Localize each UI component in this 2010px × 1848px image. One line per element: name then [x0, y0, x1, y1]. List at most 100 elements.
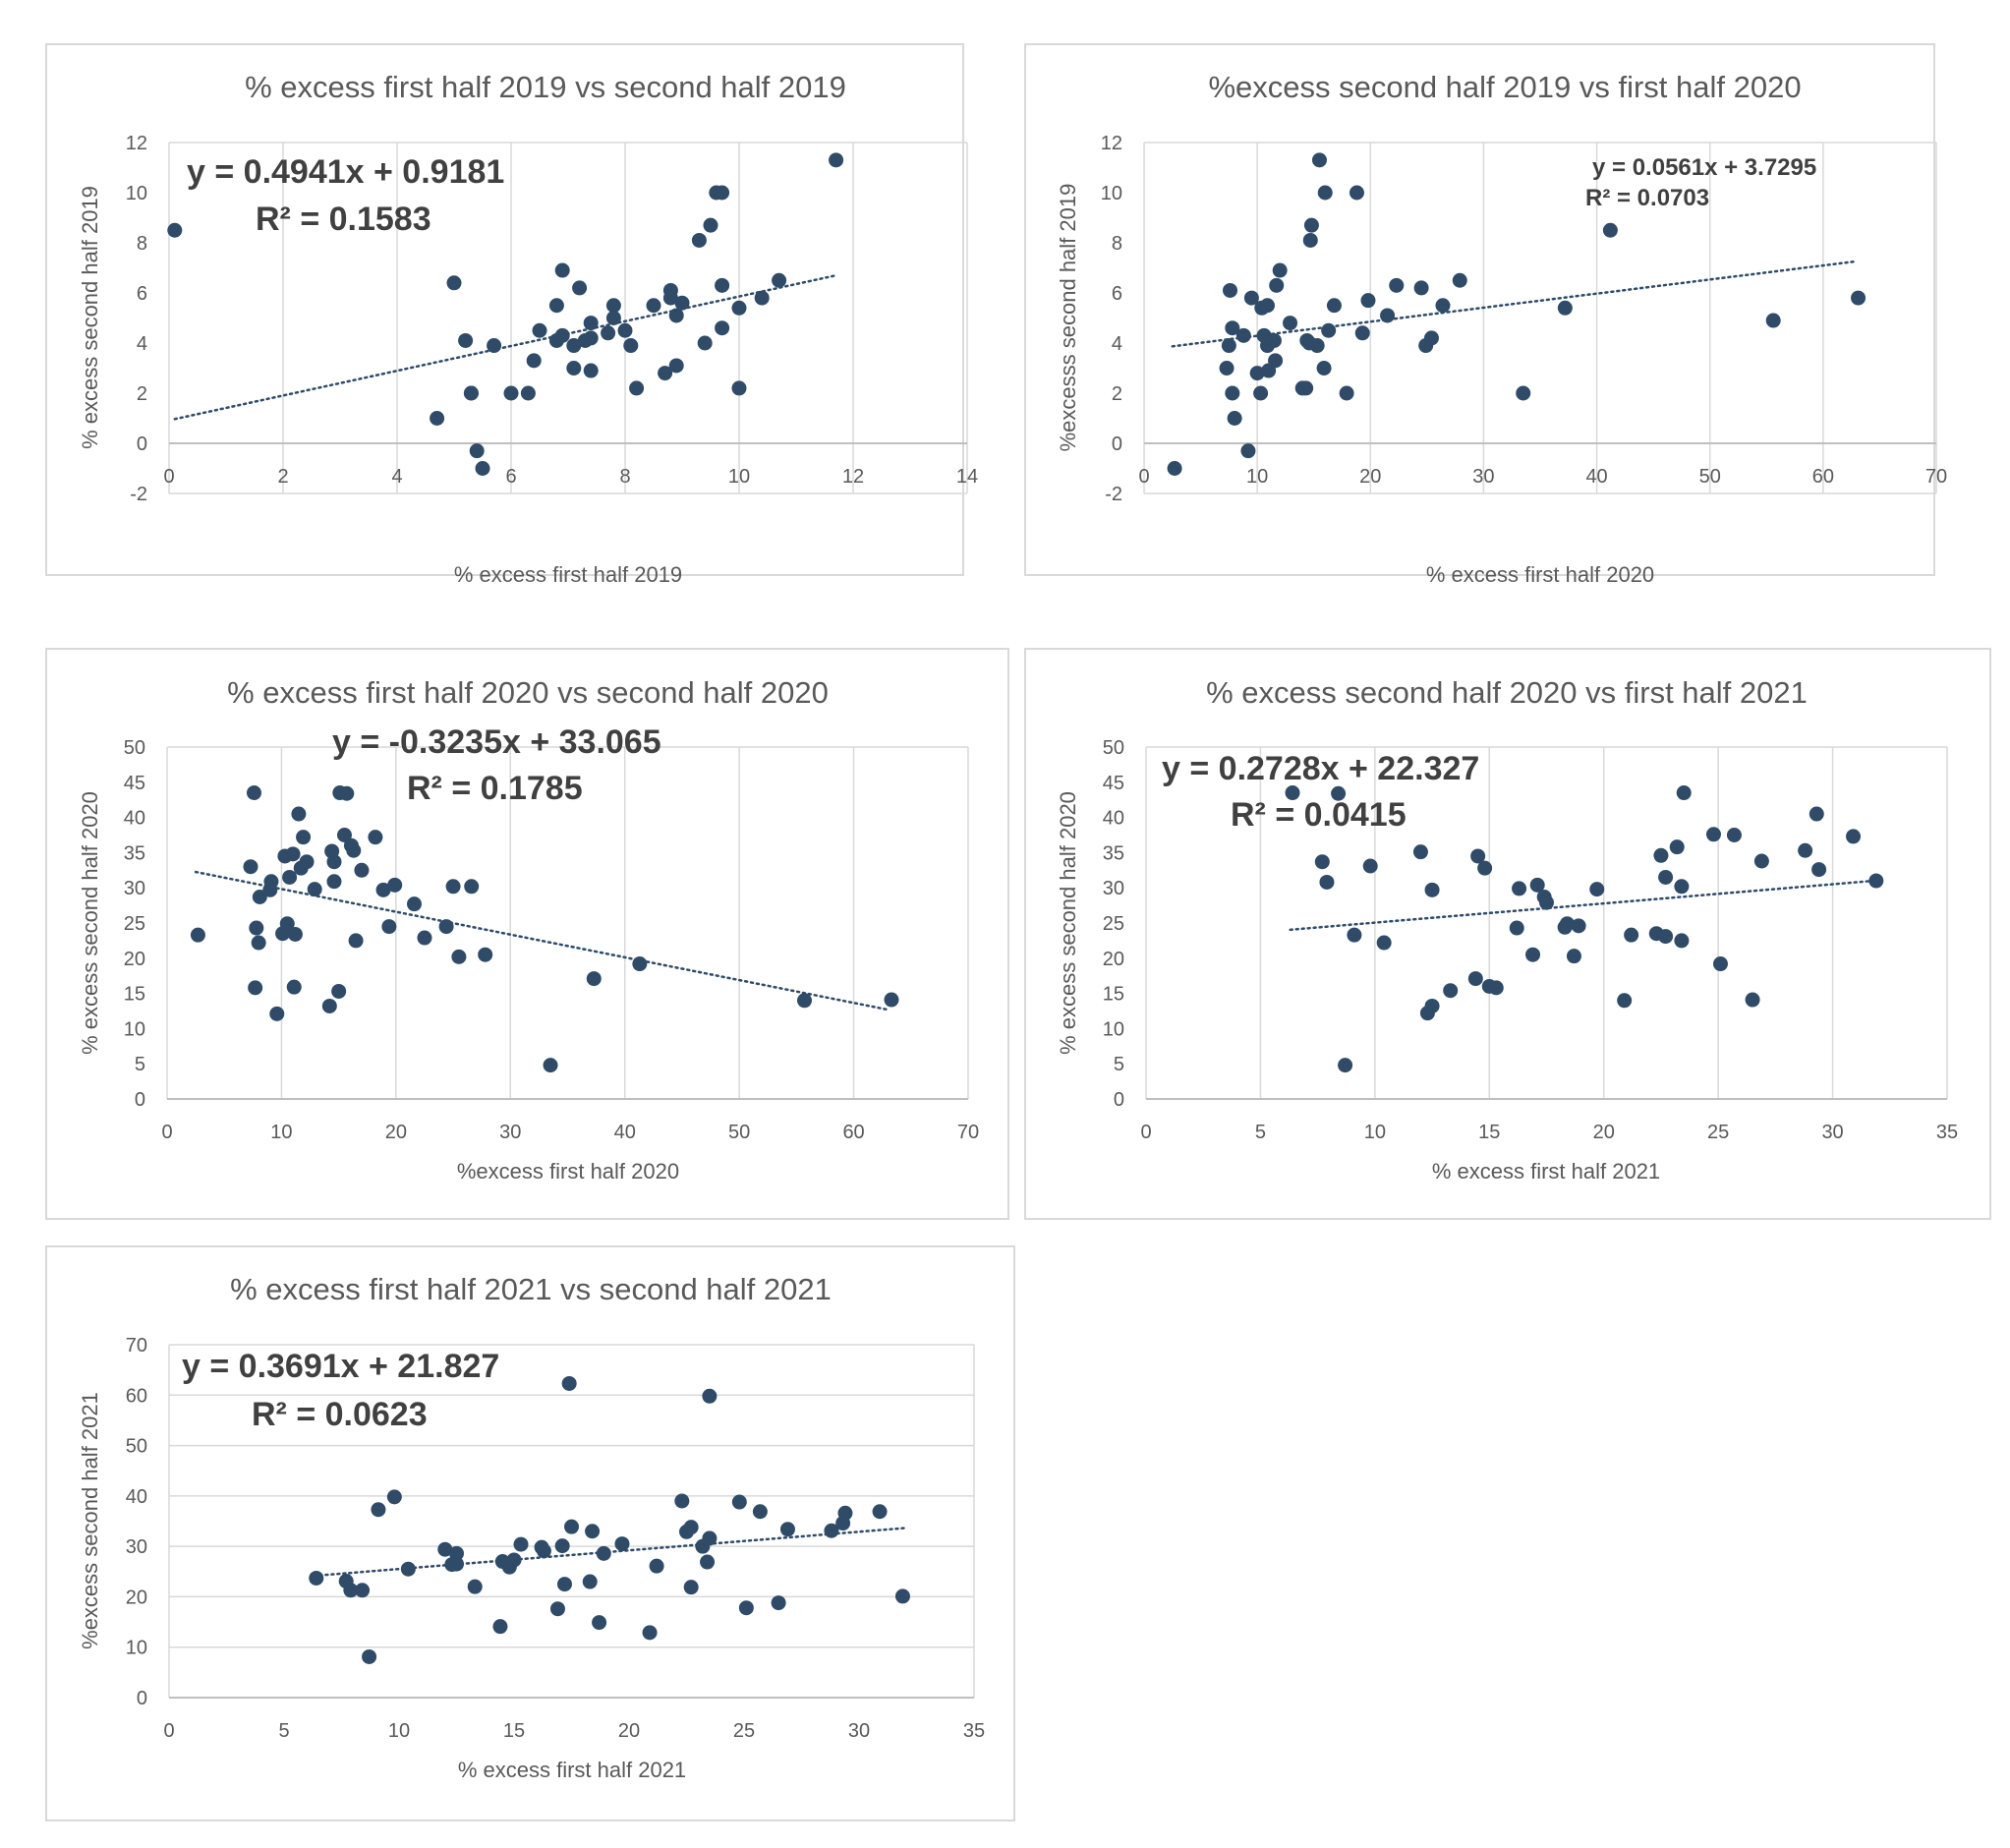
y-tick-label: 15: [1103, 984, 1124, 1006]
data-point: [1765, 313, 1781, 328]
data-point: [1617, 993, 1633, 1009]
data-point: [1529, 877, 1545, 893]
data-point: [1589, 882, 1605, 897]
data-point: [475, 461, 490, 476]
data-point: [438, 919, 454, 935]
data-point: [702, 1530, 718, 1546]
x-tick-label: 25: [733, 1720, 755, 1742]
data-point: [702, 1388, 718, 1404]
x-tick-label: 70: [1925, 466, 1947, 488]
trendline-equation: y = 0.3691x + 21.827: [182, 1348, 499, 1385]
data-point: [596, 1545, 611, 1561]
y-tick-label: 40: [124, 808, 145, 830]
data-point: [1705, 827, 1721, 842]
data-point: [1669, 839, 1685, 855]
data-point: [1253, 385, 1269, 401]
data-point: [691, 232, 707, 248]
data-point: [248, 980, 263, 996]
data-point: [1424, 882, 1440, 897]
data-point: [1653, 847, 1669, 863]
chart-frame: [45, 1245, 1015, 1821]
data-point: [1424, 998, 1440, 1013]
data-point: [336, 828, 352, 842]
data-point: [683, 1520, 699, 1535]
data-point: [1225, 385, 1240, 401]
data-point: [583, 330, 599, 346]
data-point: [731, 1494, 747, 1510]
y-tick-label: 60: [126, 1385, 147, 1407]
y-tick-label: 5: [1114, 1054, 1124, 1075]
data-point: [1868, 873, 1884, 889]
data-point: [167, 222, 183, 238]
data-point: [263, 874, 279, 890]
x-tick-label: 30: [499, 1122, 521, 1143]
y-tick-label: 10: [1103, 1018, 1124, 1040]
y-tick-label: 0: [1112, 433, 1122, 455]
data-point: [371, 1502, 386, 1518]
data-point: [797, 993, 813, 1009]
data-point: [872, 1504, 888, 1520]
data-point: [554, 262, 570, 278]
y-tick-label: 50: [126, 1436, 147, 1458]
y-axis-label: %excesss second half 2019: [1056, 184, 1080, 452]
x-tick-label: 30: [1821, 1122, 1843, 1143]
data-point: [355, 1583, 371, 1598]
data-point: [1260, 298, 1276, 314]
data-point: [1338, 1058, 1353, 1073]
y-tick-label: 25: [1103, 913, 1124, 935]
y-tick-label: 6: [1112, 283, 1122, 305]
y-tick-label: 20: [1103, 949, 1124, 970]
data-point: [549, 1601, 565, 1617]
data-point: [582, 1574, 598, 1589]
data-point: [646, 298, 661, 314]
data-point: [269, 1006, 285, 1021]
data-point: [715, 185, 730, 201]
data-point: [561, 1375, 577, 1391]
x-tick-label: 30: [1472, 466, 1494, 488]
r-squared-label: R² = 0.0703: [1585, 185, 1709, 211]
data-point: [1225, 320, 1240, 336]
data-point: [1525, 947, 1541, 962]
y-tick-label: 0: [135, 1089, 145, 1111]
data-point: [1349, 185, 1364, 201]
x-tick-label: 15: [1478, 1122, 1500, 1143]
x-tick-label: 10: [388, 1720, 410, 1742]
data-point: [1317, 185, 1333, 201]
data-point: [674, 1493, 690, 1509]
data-point: [572, 280, 588, 296]
data-point: [252, 890, 267, 905]
y-tick-label: 35: [124, 842, 145, 864]
data-point: [1726, 828, 1742, 842]
y-tick-label: 25: [124, 913, 145, 935]
x-tick-label: 5: [278, 1720, 289, 1742]
data-point: [513, 1536, 529, 1552]
x-axis-label: % excess first half 2019: [454, 562, 682, 587]
data-point: [1309, 338, 1325, 354]
y-tick-label: 12: [1101, 133, 1122, 154]
chart-title: % excess first half 2020 vs second half …: [227, 675, 829, 710]
x-tick-label: 0: [163, 1720, 174, 1742]
data-point: [1249, 366, 1265, 381]
y-tick-label: 0: [137, 433, 147, 455]
y-tick-label: 45: [1103, 773, 1124, 794]
data-point: [1676, 785, 1692, 801]
chart-title: %excess second half 2019 vs first half 2…: [1208, 70, 1801, 104]
data-point: [1452, 272, 1467, 288]
r-squared-label: R² = 0.1583: [256, 201, 431, 238]
data-point: [386, 1489, 402, 1505]
x-tick-label: 25: [1707, 1122, 1729, 1143]
data-point: [556, 1577, 572, 1592]
data-point: [1811, 862, 1827, 878]
data-point: [1851, 290, 1866, 306]
chart-title: % excess second half 2020 vs first half …: [1206, 675, 1808, 710]
chart-title: % excess first half 2021 vs second half …: [230, 1272, 832, 1306]
data-point: [1223, 282, 1238, 298]
x-tick-label: 70: [957, 1122, 979, 1143]
y-axis-label: % excess second half 2019: [78, 186, 102, 449]
data-point: [662, 290, 678, 306]
y-axis-label: %excess second half 2021: [78, 1392, 102, 1649]
data-point: [1285, 785, 1300, 801]
data-point: [1298, 380, 1314, 396]
data-point: [566, 338, 582, 354]
data-point: [246, 785, 261, 801]
